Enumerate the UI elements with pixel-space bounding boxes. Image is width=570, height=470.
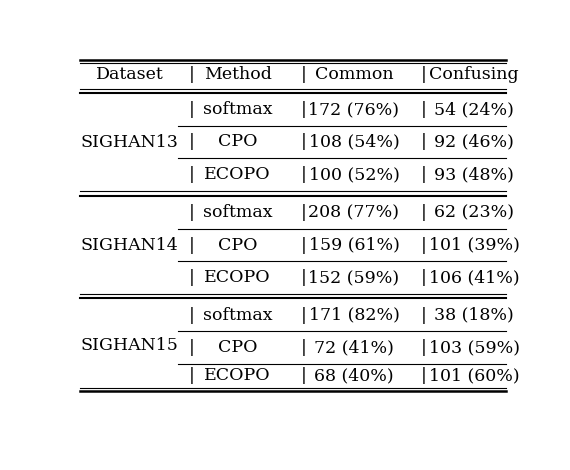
Text: |: | xyxy=(189,306,194,324)
Text: |: | xyxy=(300,368,307,384)
Text: softmax: softmax xyxy=(203,204,272,221)
Text: |: | xyxy=(189,204,194,221)
Text: |: | xyxy=(189,269,194,286)
Text: 208 (77%): 208 (77%) xyxy=(308,204,400,221)
Text: |: | xyxy=(300,133,307,150)
Text: |: | xyxy=(421,368,427,384)
Text: |: | xyxy=(189,66,194,83)
Text: |: | xyxy=(421,306,427,324)
Text: softmax: softmax xyxy=(203,101,272,118)
Text: Dataset: Dataset xyxy=(96,66,164,83)
Text: 100 (52%): 100 (52%) xyxy=(308,166,400,183)
Text: 54 (24%): 54 (24%) xyxy=(434,101,514,118)
Text: 93 (48%): 93 (48%) xyxy=(434,166,514,183)
Text: |: | xyxy=(300,269,307,286)
Text: ECOPO: ECOPO xyxy=(205,166,271,183)
Text: |: | xyxy=(300,166,307,183)
Text: Method: Method xyxy=(204,66,272,83)
Text: |: | xyxy=(300,66,307,83)
Text: |: | xyxy=(189,368,194,384)
Text: |: | xyxy=(421,236,427,253)
Text: |: | xyxy=(300,101,307,118)
Text: 38 (18%): 38 (18%) xyxy=(434,306,514,324)
Text: |: | xyxy=(189,339,194,356)
Text: |: | xyxy=(300,204,307,221)
Text: SIGHAN14: SIGHAN14 xyxy=(81,236,178,253)
Text: |: | xyxy=(421,339,427,356)
Text: 68 (40%): 68 (40%) xyxy=(314,368,394,384)
Text: |: | xyxy=(421,166,427,183)
Text: CPO: CPO xyxy=(218,339,258,356)
Text: |: | xyxy=(421,204,427,221)
Text: 171 (82%): 171 (82%) xyxy=(308,306,400,324)
Text: Confusing: Confusing xyxy=(429,66,519,83)
Text: CPO: CPO xyxy=(218,236,258,253)
Text: ECOPO: ECOPO xyxy=(205,269,271,286)
Text: 72 (41%): 72 (41%) xyxy=(314,339,394,356)
Text: SIGHAN13: SIGHAN13 xyxy=(80,133,178,150)
Text: 92 (46%): 92 (46%) xyxy=(434,133,514,150)
Text: CPO: CPO xyxy=(218,133,258,150)
Text: |: | xyxy=(421,66,427,83)
Text: |: | xyxy=(300,236,307,253)
Text: Common: Common xyxy=(315,66,393,83)
Text: |: | xyxy=(189,101,194,118)
Text: 159 (61%): 159 (61%) xyxy=(308,236,400,253)
Text: |: | xyxy=(421,101,427,118)
Text: |: | xyxy=(189,166,194,183)
Text: 108 (54%): 108 (54%) xyxy=(308,133,400,150)
Text: |: | xyxy=(189,236,194,253)
Text: |: | xyxy=(300,306,307,324)
Text: 103 (59%): 103 (59%) xyxy=(429,339,520,356)
Text: 172 (76%): 172 (76%) xyxy=(308,101,400,118)
Text: ECOPO: ECOPO xyxy=(205,368,271,384)
Text: |: | xyxy=(421,269,427,286)
Text: 152 (59%): 152 (59%) xyxy=(308,269,400,286)
Text: 62 (23%): 62 (23%) xyxy=(434,204,514,221)
Text: softmax: softmax xyxy=(203,306,272,324)
Text: |: | xyxy=(421,133,427,150)
Text: |: | xyxy=(189,133,194,150)
Text: 106 (41%): 106 (41%) xyxy=(429,269,519,286)
Text: SIGHAN15: SIGHAN15 xyxy=(80,337,178,354)
Text: 101 (39%): 101 (39%) xyxy=(429,236,520,253)
Text: |: | xyxy=(300,339,307,356)
Text: 101 (60%): 101 (60%) xyxy=(429,368,519,384)
